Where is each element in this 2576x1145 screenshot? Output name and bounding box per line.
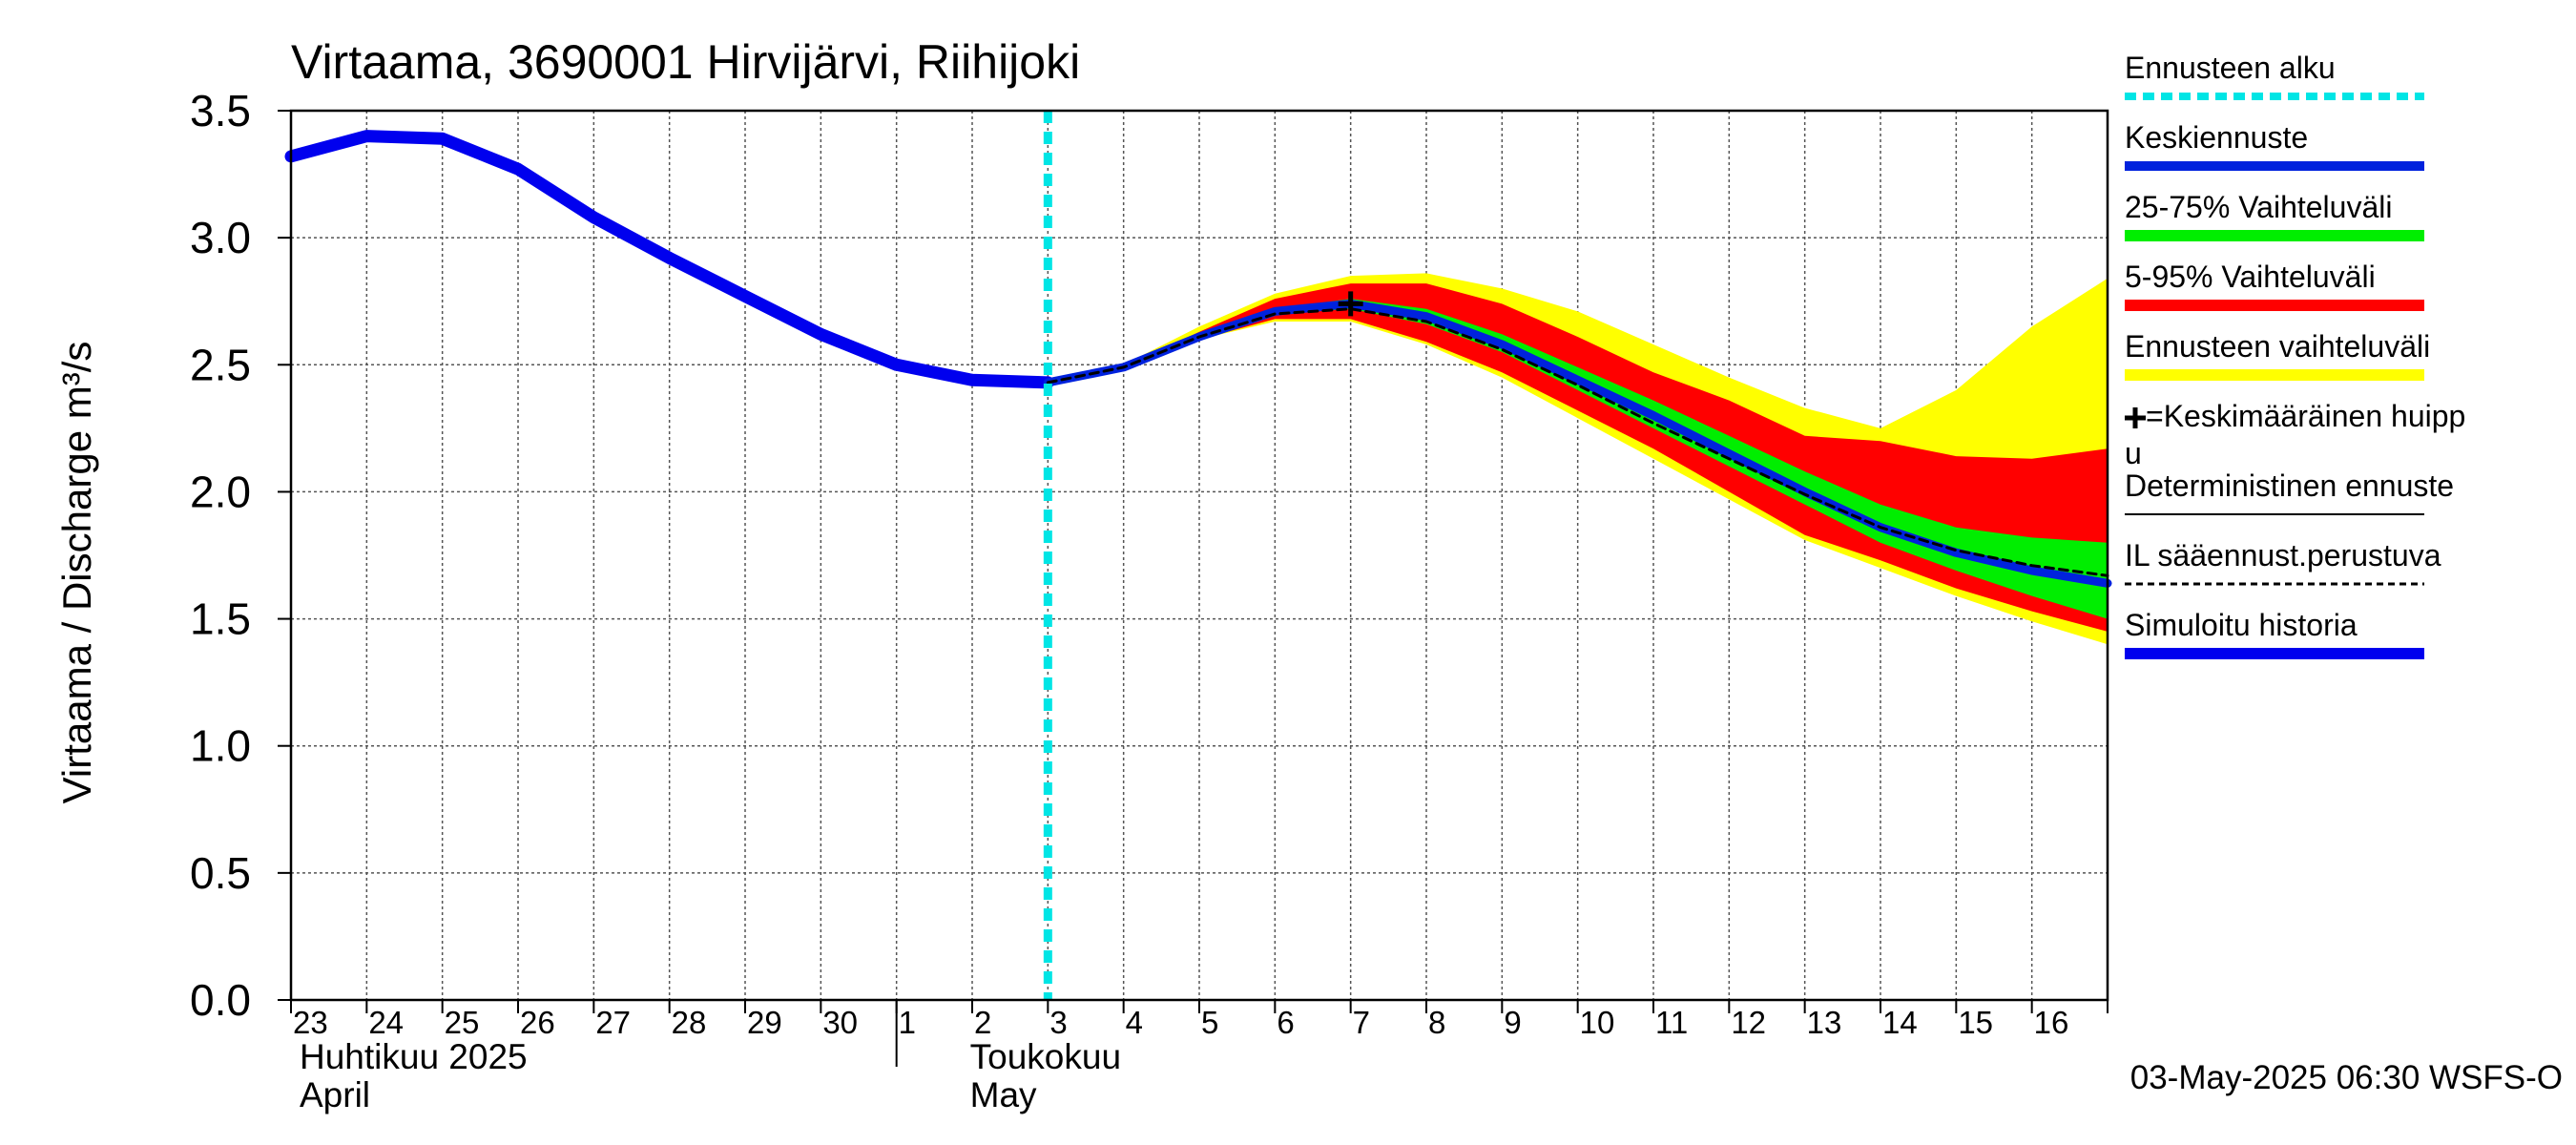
legend-label: 5-95% Vaihteluväli bbox=[2125, 260, 2376, 294]
plot-frame bbox=[289, 109, 2109, 1002]
deterministic-line bbox=[1046, 307, 2109, 577]
chart-title: Virtaama, 3690001 Hirvijärvi, Riihijoki bbox=[291, 35, 1080, 89]
legend-label: =Keskimääräinen huipp bbox=[2146, 399, 2465, 433]
x-day-label: 3 bbox=[1049, 1005, 1067, 1040]
x-day-label: 11 bbox=[1655, 1005, 1688, 1040]
legend-label: Simuloitu historia bbox=[2125, 608, 2358, 642]
x-day-label: 16 bbox=[2034, 1005, 2069, 1040]
x-day-label: 4 bbox=[1126, 1005, 1143, 1040]
legend-label: 25-75% Vaihteluväli bbox=[2125, 190, 2392, 224]
x-day-label: 15 bbox=[1958, 1005, 1993, 1040]
series-lines bbox=[284, 111, 2112, 1000]
x-day-label: 25 bbox=[445, 1005, 480, 1040]
month-label-en: May bbox=[970, 1075, 1037, 1114]
legend-label: u bbox=[2125, 436, 2142, 470]
timestamp: 03-May-2025 06:30 WSFS-O bbox=[2130, 1059, 2563, 1096]
history-line bbox=[284, 130, 1054, 389]
legend: Ennusteen alku Keskiennuste 25-75% Vaihtel… bbox=[2125, 51, 2465, 659]
x-day-label: 10 bbox=[1580, 1005, 1615, 1040]
y-tick-label: 1.5 bbox=[190, 594, 251, 644]
legend-label: Ennusteen vaihteluväli bbox=[2125, 329, 2430, 364]
grid-lines bbox=[291, 110, 2108, 1000]
x-day-label: 29 bbox=[747, 1005, 782, 1040]
x-day-label: 7 bbox=[1353, 1005, 1370, 1040]
legend-label: Keskiennuste bbox=[2125, 120, 2308, 155]
y-tick-label: 0.0 bbox=[190, 975, 251, 1025]
x-day-label: 1 bbox=[899, 1005, 916, 1040]
x-day-label: 23 bbox=[293, 1005, 328, 1040]
peak-marker bbox=[1338, 291, 1363, 317]
range-band bbox=[1048, 273, 2108, 645]
x-day-label: 13 bbox=[1807, 1005, 1842, 1040]
y-tick-label: 3.5 bbox=[190, 86, 251, 135]
x-day-label: 5 bbox=[1201, 1005, 1218, 1040]
x-day-label: 8 bbox=[1428, 1005, 1445, 1040]
legend-label: Deterministinen ennuste bbox=[2125, 468, 2454, 503]
y-tick-label: 1.0 bbox=[190, 721, 251, 771]
x-day-label: 14 bbox=[1882, 1005, 1918, 1040]
forecast-bands bbox=[1048, 273, 2108, 645]
x-day-label: 12 bbox=[1731, 1005, 1766, 1040]
x-day-label: 6 bbox=[1277, 1005, 1294, 1040]
month-label-en: April bbox=[300, 1075, 370, 1114]
y-axis-label: Virtaama / Discharge m³/s bbox=[54, 342, 99, 804]
x-day-label: 9 bbox=[1504, 1005, 1521, 1040]
legend-peak-marker bbox=[2125, 407, 2146, 428]
month-label: Huhtikuu 2025 bbox=[300, 1037, 528, 1076]
x-day-label: 26 bbox=[520, 1005, 555, 1040]
axes: 0.00.51.01.52.02.53.03.523 24 25 26 27 28 29 30… bbox=[190, 86, 2109, 1114]
p5-95-band bbox=[1048, 283, 2108, 632]
y-tick-label: 3.0 bbox=[190, 213, 251, 262]
x-day-label: 30 bbox=[822, 1005, 858, 1040]
x-day-label: 28 bbox=[672, 1005, 707, 1040]
legend-label: Ennusteen alku bbox=[2125, 51, 2336, 85]
x-day-label: 27 bbox=[595, 1005, 631, 1040]
y-tick-label: 2.0 bbox=[190, 467, 251, 516]
x-day-label: 24 bbox=[368, 1005, 404, 1040]
y-tick-label: 2.5 bbox=[190, 340, 251, 389]
x-day-label: 2 bbox=[974, 1005, 991, 1040]
y-tick-label: 0.5 bbox=[190, 848, 251, 898]
legend-label: IL sääennust.perustuva bbox=[2125, 538, 2441, 572]
month-label: Toukokuu bbox=[970, 1037, 1121, 1076]
